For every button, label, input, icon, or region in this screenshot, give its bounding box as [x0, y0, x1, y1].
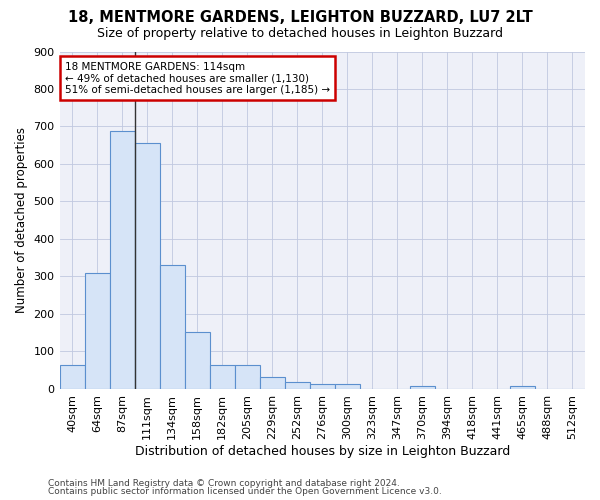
X-axis label: Distribution of detached houses by size in Leighton Buzzard: Distribution of detached houses by size … — [134, 444, 510, 458]
Bar — [110, 131, 134, 389]
Bar — [285, 382, 310, 389]
Text: Size of property relative to detached houses in Leighton Buzzard: Size of property relative to detached ho… — [97, 28, 503, 40]
Bar — [510, 386, 535, 389]
Bar — [260, 377, 285, 389]
Bar — [85, 272, 110, 389]
Bar — [134, 144, 160, 389]
Bar — [160, 265, 185, 389]
Text: Contains public sector information licensed under the Open Government Licence v3: Contains public sector information licen… — [48, 487, 442, 496]
Text: Contains HM Land Registry data © Crown copyright and database right 2024.: Contains HM Land Registry data © Crown c… — [48, 478, 400, 488]
Bar — [235, 364, 260, 389]
Bar — [185, 332, 209, 389]
Text: 18 MENTMORE GARDENS: 114sqm
← 49% of detached houses are smaller (1,130)
51% of : 18 MENTMORE GARDENS: 114sqm ← 49% of det… — [65, 62, 330, 95]
Y-axis label: Number of detached properties: Number of detached properties — [15, 127, 28, 313]
Bar — [410, 386, 435, 389]
Bar — [310, 384, 335, 389]
Bar — [209, 364, 235, 389]
Text: 18, MENTMORE GARDENS, LEIGHTON BUZZARD, LU7 2LT: 18, MENTMORE GARDENS, LEIGHTON BUZZARD, … — [68, 10, 532, 25]
Bar — [335, 384, 360, 389]
Bar — [59, 366, 85, 389]
